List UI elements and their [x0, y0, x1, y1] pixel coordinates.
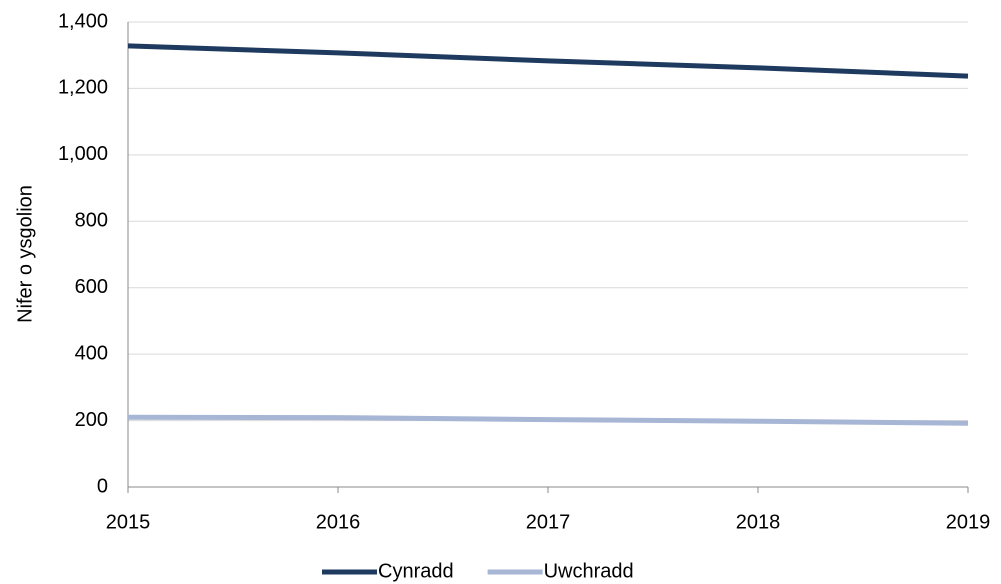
series-line	[127, 414, 969, 426]
x-tick-label: 2017	[526, 511, 571, 533]
legend-label: Cynradd	[378, 560, 454, 582]
y-tick-label: 0	[97, 475, 108, 497]
series-line	[127, 43, 969, 79]
y-tick-label: 1,400	[58, 10, 108, 32]
y-tick-label: 1,200	[58, 77, 108, 99]
legend-label: Uwchradd	[544, 560, 634, 582]
y-tick-label: 600	[75, 276, 108, 298]
y-tick-label: 1,000	[58, 143, 108, 165]
x-tick-label: 2016	[316, 511, 361, 533]
y-tick-label: 400	[75, 342, 108, 364]
y-tick-label: 200	[75, 409, 108, 431]
x-tick-label: 2019	[946, 511, 991, 533]
x-tick-label: 2015	[106, 511, 151, 533]
y-axis-label: Nifer o ysgolion	[14, 185, 36, 323]
y-tick-label: 800	[75, 210, 108, 232]
x-tick-label: 2018	[736, 511, 781, 533]
